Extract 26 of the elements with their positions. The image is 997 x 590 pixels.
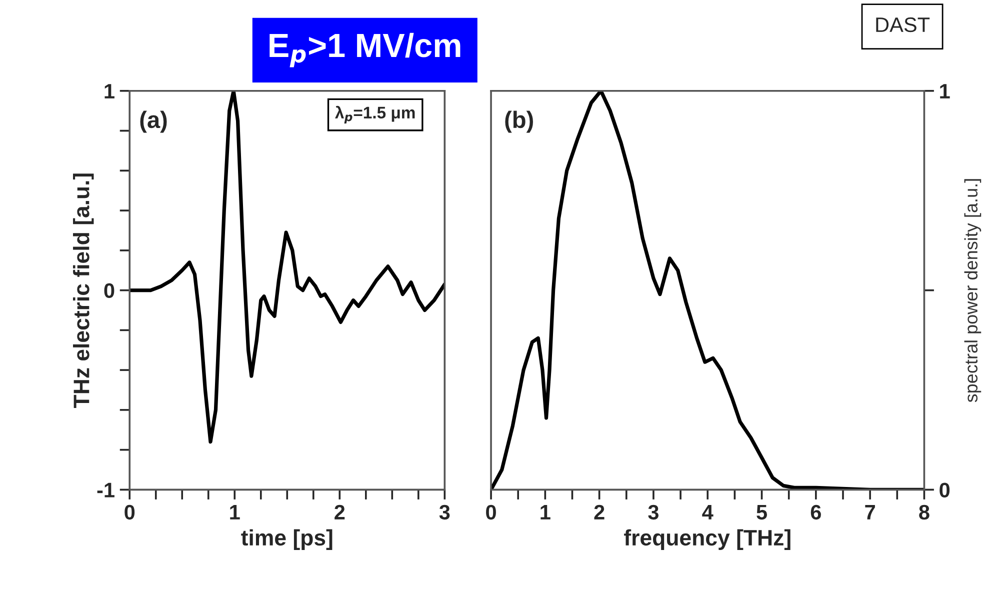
- y-tick-label: -1: [97, 482, 114, 498]
- y-axis-title: THz electric field [a.u.]: [73, 174, 94, 408]
- x-tick-label: 0: [124, 504, 135, 520]
- x-tick-label: 8: [919, 504, 930, 520]
- x-tick-label: 7: [865, 505, 875, 520]
- y-tick-label: 1: [104, 84, 114, 98]
- annotation: (a): [140, 110, 167, 133]
- line-series: [491, 90, 924, 490]
- x-tick-label: 0: [486, 504, 496, 520]
- x-tick-label: 2: [334, 504, 345, 520]
- annotation: λ$_{p}$=1.5 μm: [335, 106, 415, 124]
- x-tick-label: 2: [594, 504, 604, 520]
- annotation: (b): [505, 110, 533, 133]
- x-tick-label: 6: [810, 504, 821, 520]
- x-tick-label: 1: [230, 505, 240, 520]
- x-tick-label: 1: [540, 505, 550, 520]
- chart-title: E$_{p}$>1 MV/cm: [270, 32, 460, 68]
- x-axis-title: time [ps]: [241, 529, 332, 550]
- y-tick-label: 0: [104, 283, 114, 298]
- x-tick-label: 3: [648, 504, 659, 520]
- x-tick-label: 5: [756, 505, 767, 520]
- x-axis-title: frequency [THz]: [624, 529, 790, 550]
- y-axis-title: spectral power density [a.u.]: [964, 179, 982, 402]
- x-tick-label: 3: [439, 504, 450, 520]
- text: DAST: [876, 17, 930, 32]
- x-tick-label: 4: [702, 505, 714, 520]
